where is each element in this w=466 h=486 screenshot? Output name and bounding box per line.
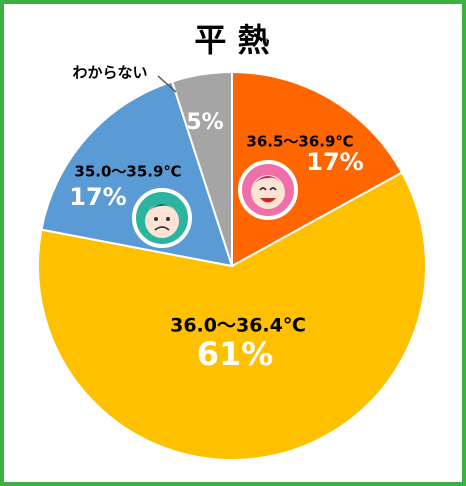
chart-title: 平 熱 xyxy=(194,21,269,59)
slice-label: 35.0～35.9℃ xyxy=(74,163,181,181)
value-label: 5% xyxy=(186,110,223,135)
slice-label: 36.5～36.9℃ xyxy=(246,133,353,151)
pie-slice xyxy=(170,70,233,267)
pie xyxy=(37,70,427,461)
value-label: 17% xyxy=(69,183,126,211)
pie-slice xyxy=(37,171,427,461)
slice-label: わからない xyxy=(72,64,147,82)
value-label: 17% xyxy=(306,148,363,176)
leader-line xyxy=(157,75,177,93)
slice-label: 36.0～36.4℃ xyxy=(170,315,306,337)
value-label: 61% xyxy=(197,335,274,373)
happy-face-icon xyxy=(238,160,298,220)
sad-face-icon xyxy=(132,188,192,248)
